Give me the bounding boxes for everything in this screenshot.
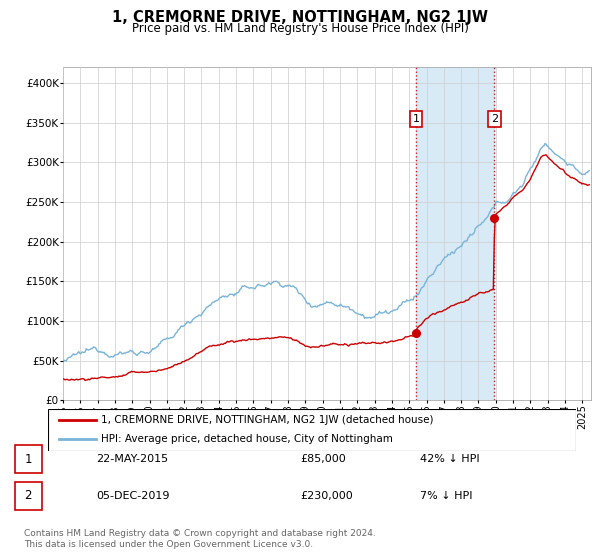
- Text: 2: 2: [491, 114, 498, 124]
- Text: 7% ↓ HPI: 7% ↓ HPI: [420, 491, 473, 501]
- Text: 1, CREMORNE DRIVE, NOTTINGHAM, NG2 1JW: 1, CREMORNE DRIVE, NOTTINGHAM, NG2 1JW: [112, 10, 488, 25]
- Text: 1, CREMORNE DRIVE, NOTTINGHAM, NG2 1JW (detached house): 1, CREMORNE DRIVE, NOTTINGHAM, NG2 1JW (…: [101, 415, 433, 425]
- Bar: [416, 67, 494, 400]
- Text: Contains HM Land Registry data © Crown copyright and database right 2024.
This d: Contains HM Land Registry data © Crown c…: [24, 529, 376, 549]
- Text: 1: 1: [412, 114, 419, 124]
- Text: 22-MAY-2015: 22-MAY-2015: [96, 454, 168, 464]
- Text: HPI: Average price, detached house, City of Nottingham: HPI: Average price, detached house, City…: [101, 435, 392, 445]
- Text: 42% ↓ HPI: 42% ↓ HPI: [420, 454, 479, 464]
- Text: £85,000: £85,000: [300, 454, 346, 464]
- Text: 05-DEC-2019: 05-DEC-2019: [96, 491, 170, 501]
- Text: £230,000: £230,000: [300, 491, 353, 501]
- Text: 2: 2: [25, 489, 32, 502]
- Text: Price paid vs. HM Land Registry's House Price Index (HPI): Price paid vs. HM Land Registry's House …: [131, 22, 469, 35]
- Text: 1: 1: [25, 452, 32, 466]
